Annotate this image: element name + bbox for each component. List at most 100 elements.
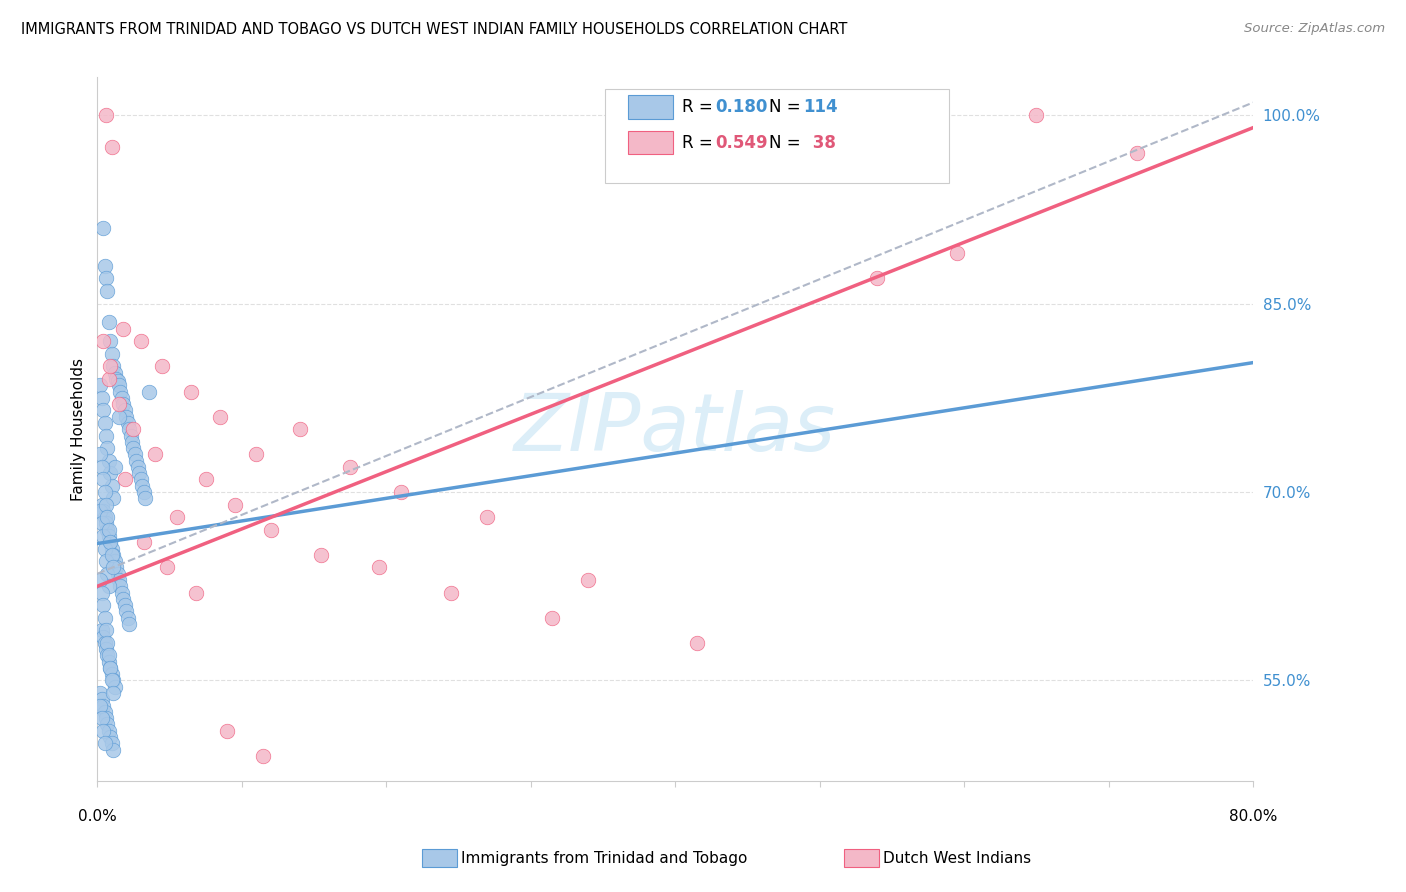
Point (245, 447, 267, 461)
Point (125, 453, 148, 467)
Point (93, 485, 115, 500)
Point (93, 510, 115, 524)
Point (105, 372, 128, 386)
Point (121, 434, 143, 449)
Point (108, 409, 131, 424)
Point (101, 548, 124, 562)
Point (96, 636, 118, 650)
Point (184, 585, 207, 599)
Point (96, 523, 118, 537)
Point (578, 573, 600, 587)
Point (97, 529, 120, 543)
Point (128, 466, 150, 480)
Point (103, 491, 125, 506)
Point (90, 516, 112, 531)
Point (103, 673, 125, 688)
Point (150, 359, 173, 374)
Point (93, 541, 115, 556)
Point (91, 698, 114, 713)
Point (96, 441, 118, 455)
Point (110, 384, 132, 399)
Point (89, 686, 111, 700)
Point (114, 598, 136, 612)
Point (96, 717, 118, 731)
Point (94, 624, 117, 638)
Point (97, 655, 120, 669)
Text: ZIPatlas: ZIPatlas (515, 390, 837, 468)
Point (108, 397, 131, 411)
Point (94, 711, 117, 725)
Point (97, 579, 120, 593)
Point (94, 516, 117, 531)
Point (120, 428, 142, 442)
Point (108, 378, 131, 392)
Point (98, 730, 121, 744)
Point (114, 473, 136, 487)
Point (114, 403, 136, 417)
Point (124, 447, 146, 461)
Point (260, 523, 283, 537)
Point (217, 723, 239, 738)
Point (118, 422, 141, 436)
Point (129, 473, 152, 487)
Text: 0.549: 0.549 (716, 134, 768, 152)
Point (180, 384, 202, 399)
Point (115, 409, 138, 424)
Point (91, 473, 114, 487)
Point (94, 428, 117, 442)
Point (98, 535, 121, 549)
Point (541, 610, 564, 624)
Point (946, 246, 969, 260)
Point (96, 648, 118, 663)
Point (389, 485, 412, 500)
Point (98, 661, 121, 675)
Point (122, 441, 145, 455)
Point (93, 636, 115, 650)
Point (112, 322, 135, 336)
Point (107, 375, 129, 389)
Point (91, 630, 114, 644)
Point (93, 259, 115, 273)
Point (101, 667, 124, 681)
Point (111, 391, 134, 405)
Point (115, 604, 138, 618)
Point (91, 723, 114, 738)
Point (131, 479, 153, 493)
Point (101, 347, 124, 361)
Text: N =: N = (769, 134, 806, 152)
Point (90, 585, 112, 599)
Text: Immigrants from Trinidad and Tobago: Immigrants from Trinidad and Tobago (461, 851, 748, 865)
Text: Source: ZipAtlas.com: Source: ZipAtlas.com (1244, 22, 1385, 36)
Point (97, 723, 120, 738)
Point (98, 535, 121, 549)
Point (93, 736, 115, 750)
Text: 0.0%: 0.0% (77, 809, 117, 824)
Point (107, 566, 129, 581)
Point (90, 711, 112, 725)
Point (132, 485, 155, 500)
Point (91, 598, 114, 612)
Point (104, 554, 127, 568)
Point (368, 560, 391, 574)
Point (98, 661, 121, 675)
Point (1025, 108, 1047, 122)
Point (90, 391, 112, 405)
Point (127, 459, 149, 474)
Point (309, 548, 332, 562)
Point (101, 541, 124, 556)
Point (143, 447, 166, 461)
Point (103, 560, 125, 574)
Point (339, 459, 361, 474)
Point (96, 284, 118, 298)
Text: IMMIGRANTS FROM TRINIDAD AND TOBAGO VS DUTCH WEST INDIAN FAMILY HOUSEHOLDS CORRE: IMMIGRANTS FROM TRINIDAD AND TOBAGO VS D… (21, 22, 848, 37)
Point (98, 359, 121, 374)
Point (117, 416, 139, 430)
Point (122, 422, 145, 436)
Point (118, 617, 141, 632)
Point (138, 384, 160, 399)
Point (224, 498, 246, 512)
Point (110, 579, 132, 593)
Text: Dutch West Indians: Dutch West Indians (883, 851, 1031, 865)
Point (89, 447, 111, 461)
Point (134, 491, 156, 506)
